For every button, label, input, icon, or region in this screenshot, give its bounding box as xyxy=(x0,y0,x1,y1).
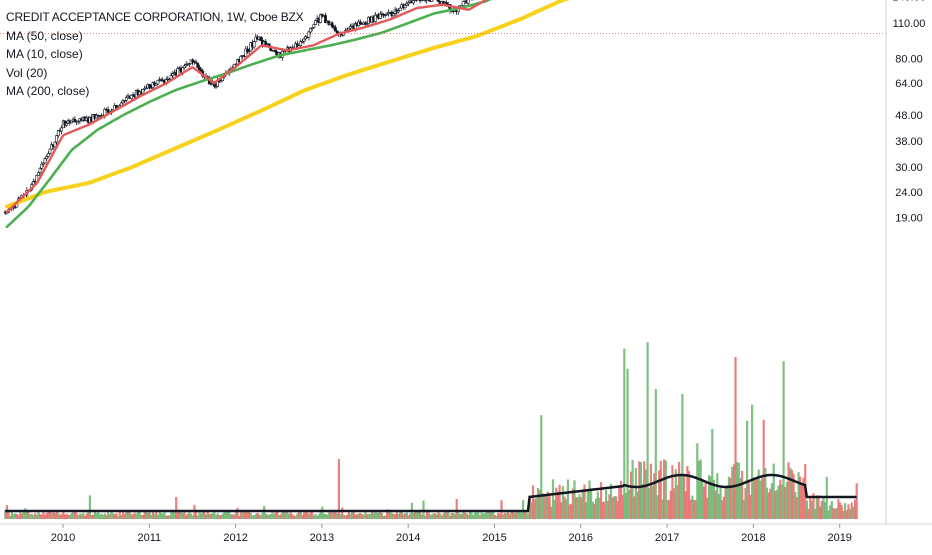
legend-indicator-ma200: MA (200, close) xyxy=(6,82,303,101)
candle-body xyxy=(404,5,406,8)
chart-legend: CREDIT ACCEPTANCE CORPORATION, 1W, Cboe … xyxy=(6,8,303,101)
candle-body xyxy=(308,32,310,38)
candle-body xyxy=(54,142,56,147)
x-tick-label: 2010 xyxy=(51,532,75,544)
chart-title: CREDIT ACCEPTANCE CORPORATION, 1W, Cboe … xyxy=(6,8,303,27)
y-tick-label: 64.00 xyxy=(895,78,923,90)
volume-bars xyxy=(4,342,858,519)
candle-body xyxy=(392,14,394,16)
candle-body xyxy=(49,149,51,153)
x-tick-label: 2018 xyxy=(741,532,765,544)
x-tick-label: 2012 xyxy=(223,532,247,544)
candle-body xyxy=(66,123,68,125)
candle-body xyxy=(467,0,469,3)
x-tick-label: 2015 xyxy=(482,532,506,544)
candle-body xyxy=(314,21,316,25)
candle-body xyxy=(41,164,43,168)
y-tick-label: 38.00 xyxy=(895,136,923,148)
candle-body xyxy=(39,168,41,172)
y-tick-label: 110.00 xyxy=(893,18,926,30)
candle-body xyxy=(374,15,376,22)
candle-body xyxy=(44,159,46,163)
candle-body xyxy=(431,0,433,1)
x-tick-label: 2014 xyxy=(396,532,420,544)
y-tick-label: 48.00 xyxy=(895,110,923,122)
candle-body xyxy=(56,136,58,143)
legend-indicator-vol20: Vol (20) xyxy=(6,64,303,83)
y-tick-label: 80.00 xyxy=(895,53,923,65)
candle-body xyxy=(334,27,336,31)
candle-body xyxy=(399,8,401,11)
candle-body xyxy=(46,156,48,158)
x-tick-label: 2017 xyxy=(655,532,679,544)
candle-body xyxy=(309,29,311,33)
candle-body xyxy=(313,25,315,28)
x-tick-label: 2013 xyxy=(310,532,334,544)
x-tick-label: 2016 xyxy=(569,532,593,544)
volume-bar xyxy=(856,483,858,519)
y-tick-label: 19.00 xyxy=(895,213,923,225)
legend-indicator-ma10: MA (10, close) xyxy=(6,45,303,64)
candle-body xyxy=(47,154,49,157)
x-tick-label: 2011 xyxy=(137,532,161,544)
y-tick-label: 24.00 xyxy=(895,187,923,199)
y-tick-label: 140.00 xyxy=(892,0,926,3)
candle-body xyxy=(61,128,63,131)
y-tick-label: 30.00 xyxy=(895,162,923,174)
legend-indicator-ma50: MA (50, close) xyxy=(6,27,303,46)
x-tick-label: 2019 xyxy=(827,532,851,544)
candle-body xyxy=(331,23,333,27)
candle-body xyxy=(37,173,39,176)
